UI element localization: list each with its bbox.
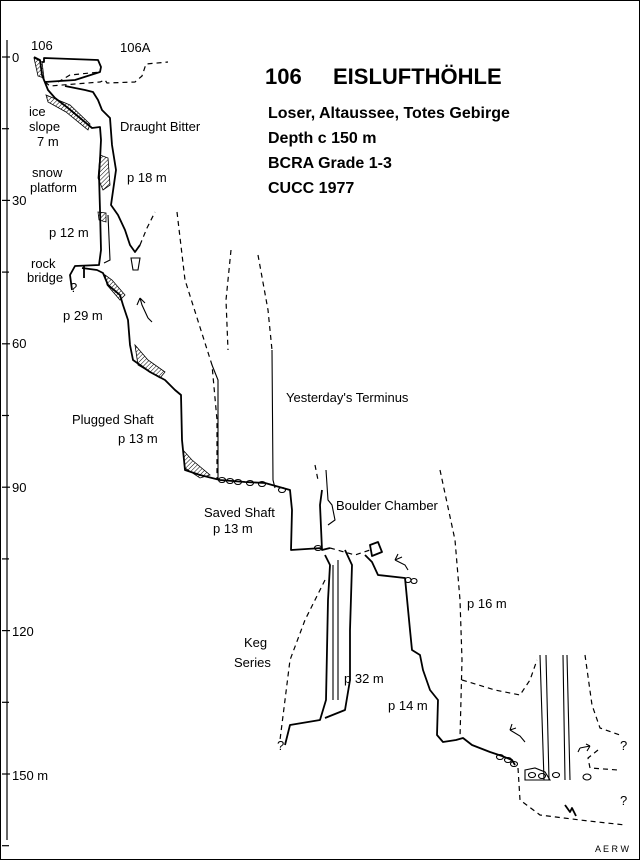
boulder — [277, 486, 287, 494]
tick-label: 150 m — [12, 768, 48, 783]
label-106a: 106A — [120, 40, 151, 55]
boulder — [495, 753, 505, 761]
survey-labels: 106 106A ice slope 7 m Draught Bitter sn… — [27, 38, 630, 854]
tick-label: 60 — [12, 336, 26, 351]
label-ice-slope: 7 m — [37, 134, 59, 149]
cave-name: EISLUFTHÖHLE — [333, 64, 502, 89]
label-draught-bitter: Draught Bitter — [120, 119, 201, 134]
cave-number: 106 — [265, 64, 302, 89]
question-mark: ? — [70, 280, 77, 295]
location: Loser, Altaussee, Totes Gebirge — [268, 105, 510, 122]
boulder — [509, 760, 519, 768]
question-mark: ? — [620, 793, 627, 808]
depth-axis: 0 30 60 90 120 150 m — [2, 40, 48, 847]
boulder — [313, 544, 323, 552]
label-snow-platform: snow — [32, 165, 63, 180]
label-rock-bridge: rock — [31, 256, 56, 271]
tick-label: 120 — [12, 624, 34, 639]
label-snow-platform: platform — [30, 180, 77, 195]
label-saved-shaft: p 13 m — [213, 521, 253, 536]
cave-passages — [33, 56, 626, 826]
label-plugged-shaft: Plugged Shaft — [72, 412, 154, 427]
tick-label: 90 — [12, 480, 26, 495]
boulder — [537, 772, 547, 780]
label-yesterdays-terminus: Yesterday's Terminus — [286, 390, 409, 405]
boulder — [503, 756, 513, 764]
label-p12: p 12 m — [49, 225, 89, 240]
label-p16: p 16 m — [467, 596, 507, 611]
label-p29: p 29 m — [63, 308, 103, 323]
label-keg-series: Series — [234, 655, 271, 670]
boulder — [217, 476, 227, 484]
boulder — [245, 479, 255, 487]
club-year: CUCC 1977 — [268, 180, 354, 197]
label-saved-shaft: Saved Shaft — [204, 505, 275, 520]
label-p14: p 14 m — [388, 698, 428, 713]
tick-label: 0 — [12, 50, 19, 65]
question-mark: ? — [277, 738, 284, 753]
label-boulder-chamber: Boulder Chamber — [336, 498, 439, 513]
boulder — [551, 771, 561, 779]
label-keg-series: Keg — [244, 635, 267, 650]
depth: Depth c 150 m — [268, 130, 376, 147]
label-p32: p 32 m — [344, 671, 384, 686]
credit: A E R W — [595, 844, 630, 854]
label-rock-bridge: bridge — [27, 270, 63, 285]
boulder — [225, 477, 235, 485]
label-ice-slope: ice — [29, 104, 46, 119]
boulder — [257, 480, 267, 488]
label-p18: p 18 m — [127, 170, 167, 185]
question-mark: ? — [620, 738, 627, 753]
boulder — [233, 478, 243, 486]
grade: BCRA Grade 1-3 — [268, 155, 392, 172]
label-106: 106 — [31, 38, 53, 53]
label-ice-slope: slope — [29, 119, 60, 134]
label-plugged-shaft: p 13 m — [118, 431, 158, 446]
boulder — [527, 771, 537, 779]
tick-label: 30 — [12, 193, 26, 208]
